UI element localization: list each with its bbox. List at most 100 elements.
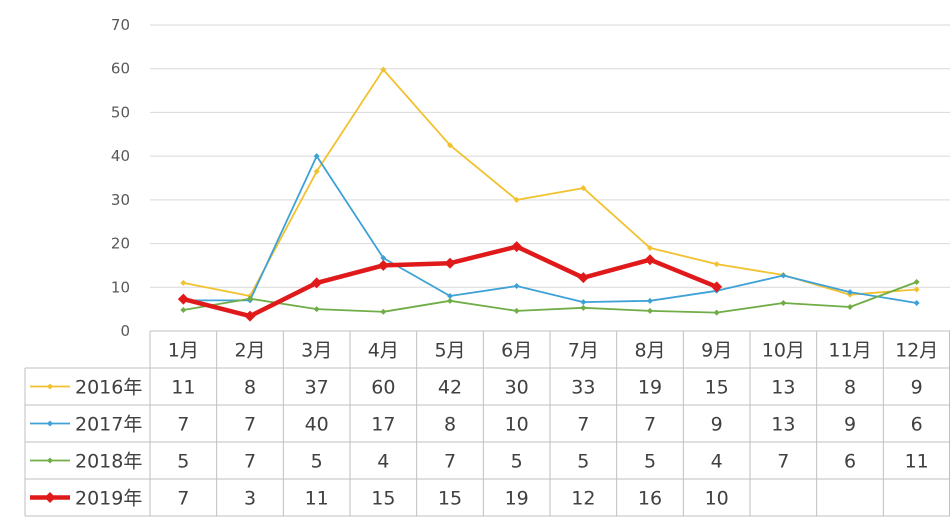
category-label: 4月: [368, 340, 399, 362]
data-label: 33: [571, 377, 595, 399]
data-label: 15: [438, 488, 462, 510]
y-tick-label: 10: [111, 278, 130, 296]
data-point: [447, 142, 453, 149]
data-label: 12: [571, 488, 595, 510]
data-label: 13: [771, 377, 795, 399]
data-label: 13: [771, 414, 795, 436]
data-point: [647, 244, 653, 251]
category-label: 8月: [634, 340, 665, 362]
data-label: 15: [705, 377, 729, 399]
y-tick-label: 70: [111, 16, 130, 34]
legend-swatch-marker: [44, 492, 56, 503]
data-label: 30: [505, 377, 529, 399]
data-label: 19: [505, 488, 529, 510]
data-point: [313, 306, 320, 313]
data-point: [511, 241, 523, 253]
data-label: 9: [844, 414, 856, 436]
data-label: 11: [905, 451, 929, 473]
legend-entry: 2019年: [30, 488, 142, 510]
data-point: [644, 254, 656, 266]
category-label: 7月: [568, 340, 599, 362]
legend-swatch-marker: [47, 457, 53, 464]
legend-label: 2017年: [75, 414, 142, 436]
data-point: [580, 304, 587, 311]
data-point: [711, 281, 723, 293]
data-label: 40: [305, 414, 329, 436]
legend-label: 2018年: [75, 451, 142, 473]
series-2018年: [180, 279, 920, 316]
category-label: 2月: [234, 340, 265, 362]
data-point: [577, 272, 589, 284]
gridlines: [150, 24, 950, 288]
data-label: 8: [244, 377, 256, 399]
data-label: 60: [371, 377, 395, 399]
data-label: 10: [705, 488, 729, 510]
data-point: [377, 259, 389, 271]
data-point: [647, 307, 653, 314]
data-label: 5: [644, 451, 656, 473]
y-tick-label: 50: [111, 103, 130, 121]
series-lines: [177, 66, 920, 322]
data-point: [780, 300, 787, 307]
data-point: [313, 153, 320, 160]
data-point: [780, 272, 787, 279]
series-2019年: [177, 241, 723, 322]
y-tick-label: 40: [111, 147, 130, 165]
series-line: [182, 155, 918, 304]
category-label: 5月: [434, 340, 465, 362]
data-point: [713, 261, 720, 268]
data-point: [447, 297, 453, 304]
data-label: 16: [638, 488, 662, 510]
legend-label: 2019年: [75, 488, 142, 510]
legend-entry: 2018年: [30, 451, 142, 473]
category-label: 6月: [501, 340, 532, 362]
data-point: [647, 297, 653, 304]
data-point: [244, 310, 256, 322]
data-label: 7: [177, 414, 189, 436]
data-label: 4: [377, 451, 389, 473]
legend-entry: 2016年: [30, 377, 142, 399]
data-point: [380, 254, 387, 261]
data-label: 4: [711, 451, 723, 473]
data-label: 10: [505, 414, 529, 436]
data-point: [311, 277, 323, 289]
data-point: [447, 293, 453, 300]
data-label: 19: [638, 377, 662, 399]
data-label: 9: [711, 414, 723, 436]
data-label: 6: [844, 451, 856, 473]
data-label: 7: [777, 451, 789, 473]
data-point: [913, 300, 920, 307]
data-point: [444, 257, 456, 269]
data-label: 7: [444, 451, 456, 473]
y-tick-label: 30: [111, 191, 130, 209]
data-point: [513, 282, 520, 289]
data-point: [580, 299, 587, 306]
category-label: 10月: [762, 340, 805, 362]
category-label: 9月: [701, 340, 732, 362]
data-point: [913, 286, 920, 293]
data-point: [847, 303, 853, 310]
data-label: 17: [371, 414, 395, 436]
data-point: [180, 307, 187, 314]
data-point: [580, 185, 587, 192]
data-label: 7: [244, 414, 256, 436]
data-point: [513, 307, 520, 314]
y-tick-label: 0: [120, 322, 130, 340]
data-label: 7: [577, 414, 589, 436]
data-label: 11: [305, 488, 329, 510]
data-label: 3: [244, 488, 256, 510]
data-label: 5: [511, 451, 523, 473]
data-label: 7: [177, 488, 189, 510]
data-point: [313, 168, 320, 175]
data-label: 8: [844, 377, 856, 399]
legend-swatch-marker: [47, 383, 53, 390]
data-point: [713, 309, 720, 316]
data-label: 7: [244, 451, 256, 473]
data-label: 9: [911, 377, 923, 399]
data-point: [247, 295, 253, 302]
category-label: 1月: [168, 340, 199, 362]
series-line: [182, 281, 918, 314]
data-point: [380, 66, 387, 73]
